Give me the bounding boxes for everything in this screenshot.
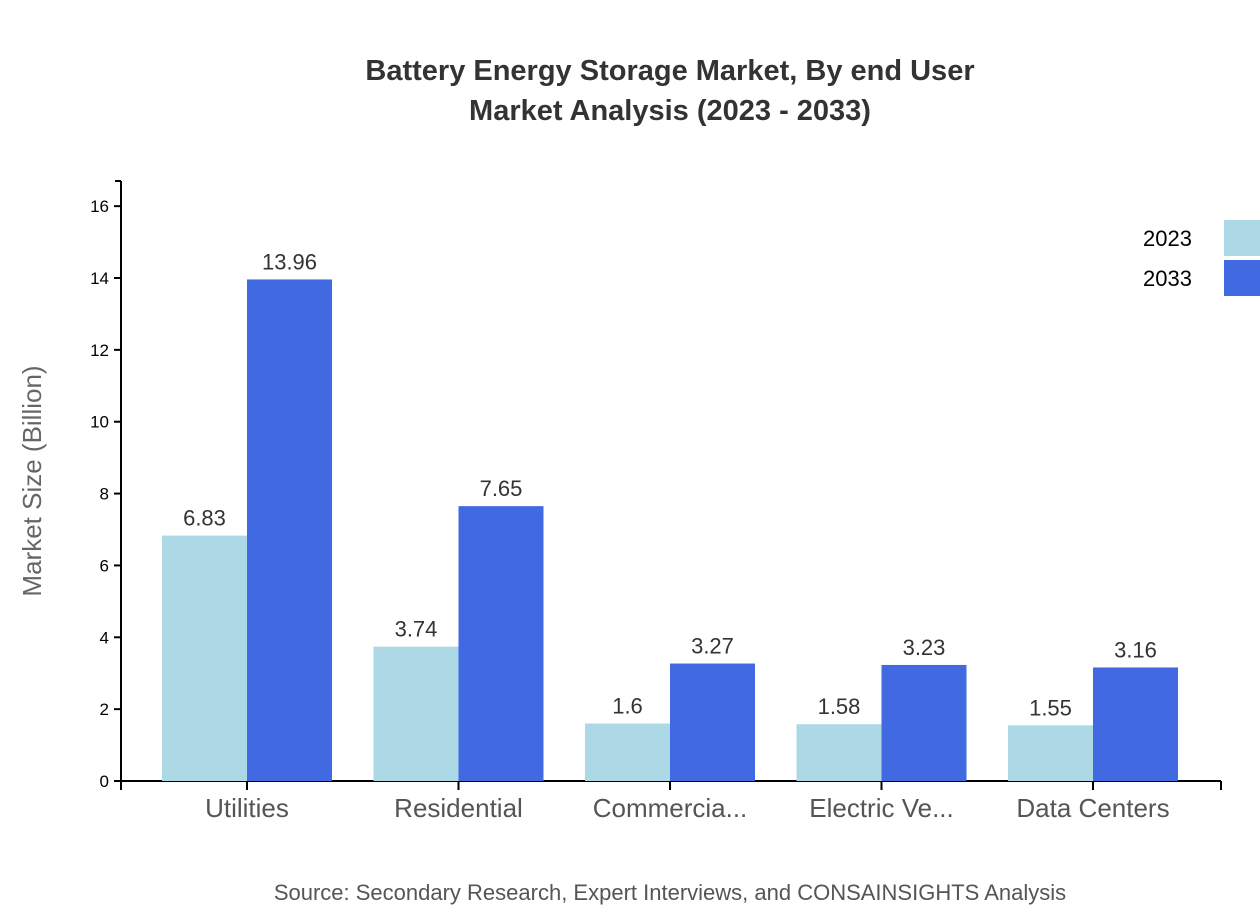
bar-2033 xyxy=(670,663,755,781)
x-tick-label: Residential xyxy=(394,793,523,823)
legend-label: 2023 xyxy=(1143,226,1192,251)
y-tick-label: 2 xyxy=(100,700,109,719)
y-axis: 0 2 4 6 8 10 12 14 16 xyxy=(90,180,122,791)
data-label: 7.65 xyxy=(480,476,523,501)
bar-2033 xyxy=(1093,667,1178,781)
legend: 2023 2033 xyxy=(1143,220,1260,296)
data-label: 3.16 xyxy=(1114,637,1157,662)
bar-2023 xyxy=(1008,725,1093,781)
chart-title-line-2: Market Analysis (2023 - 2033) xyxy=(469,95,871,127)
bar-2023 xyxy=(585,723,670,781)
y-tick-label: 16 xyxy=(90,197,109,216)
x-tick-label: Commercia... xyxy=(593,793,748,823)
y-axis-label: Market Size (Billion) xyxy=(17,365,47,596)
y-tick-label: 0 xyxy=(100,772,109,791)
bar-2033 xyxy=(247,279,332,781)
x-tick-label: Data Centers xyxy=(1016,793,1169,823)
x-tick-label: Electric Ve... xyxy=(809,793,954,823)
bar-2023 xyxy=(373,646,459,781)
y-tick-label: 12 xyxy=(90,341,109,360)
data-label: 3.27 xyxy=(691,634,734,659)
bars: 6.83 13.96 3.74 7.65 1.6 3.27 1.58 3.23 1.55 3.16 xyxy=(162,249,1178,781)
source-note: Source: Secondary Research, Expert Inter… xyxy=(274,880,1066,905)
legend-label: 2033 xyxy=(1143,266,1192,291)
x-axis: Utilities Residential Commercia... Electric… xyxy=(120,780,1222,823)
data-label: 1.55 xyxy=(1029,695,1072,720)
y-tick-label: 14 xyxy=(90,269,109,288)
y-tick-label: 8 xyxy=(100,485,109,504)
data-label: 1.58 xyxy=(818,694,861,719)
chart-title-line-1: Battery Energy Storage Market, By end Us… xyxy=(365,55,974,87)
data-label: 3.74 xyxy=(395,617,438,642)
legend-swatch xyxy=(1224,260,1260,296)
data-label: 1.6 xyxy=(612,694,643,719)
data-label: 13.96 xyxy=(262,249,317,274)
bar-2033 xyxy=(458,506,544,781)
y-tick-label: 4 xyxy=(100,628,109,647)
data-label: 6.83 xyxy=(183,506,226,531)
bar-2033 xyxy=(881,664,967,781)
bar-2023 xyxy=(796,724,882,781)
bar-2023 xyxy=(162,535,247,781)
y-tick-label: 6 xyxy=(100,556,109,575)
y-tick-label: 10 xyxy=(90,413,109,432)
data-label: 3.23 xyxy=(903,635,946,660)
x-tick-label: Utilities xyxy=(205,793,289,823)
legend-swatch xyxy=(1224,220,1260,256)
